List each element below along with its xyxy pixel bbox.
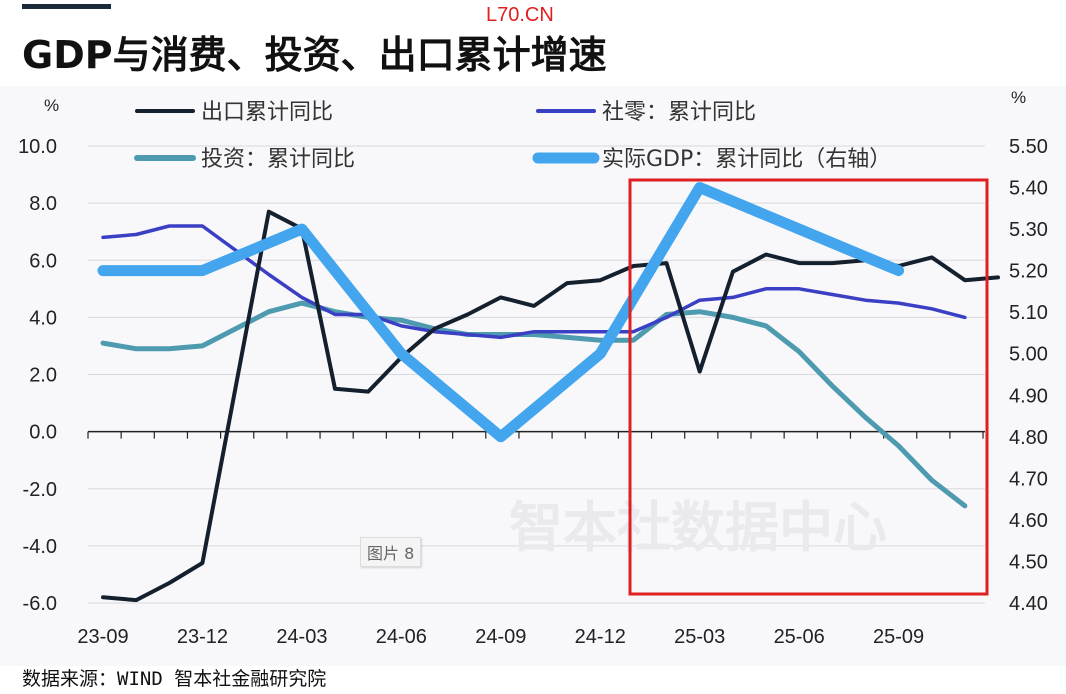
series-line-gdp (97, 182, 905, 443)
x-tick-label: 25-06 (774, 626, 825, 648)
right-tick-label: 4.40 (1009, 593, 1048, 615)
chart-title: GDP与消费、投资、出口累计增速 (22, 33, 607, 77)
left-axis-unit: % (44, 96, 59, 115)
x-tick-label: 23-09 (77, 626, 128, 648)
legend-label: 投资：累计同比 (201, 147, 355, 172)
left-tick-label: -6.0 (23, 593, 57, 615)
right-tick-label: 4.50 (1009, 551, 1048, 573)
x-tick-label: 24-03 (276, 626, 327, 648)
highlight-box (628, 178, 989, 596)
chart-background (0, 86, 1066, 666)
legend-label: 实际GDP：累计同比（右轴） (602, 147, 891, 172)
x-tick-label: 24-09 (475, 626, 526, 648)
left-tick-label: 6.0 (29, 250, 57, 272)
right-tick-label: 4.70 (1009, 468, 1048, 490)
right-tick-label: 5.30 (1009, 219, 1048, 241)
left-tick-label: 2.0 (29, 365, 57, 387)
left-tick-label: 8.0 (29, 193, 57, 215)
x-tick-label: 25-09 (873, 626, 924, 648)
series-line-retail (101, 224, 967, 340)
legend-label: 出口累计同比 (201, 100, 333, 125)
x-tick-label: 23-12 (177, 626, 228, 648)
right-tick-label: 5.40 (1009, 178, 1048, 200)
right-tick-label: 5.50 (1009, 136, 1048, 158)
x-tick-label: 24-12 (575, 626, 626, 648)
left-tick-label: 4.0 (29, 307, 57, 329)
left-tick-label: -2.0 (23, 479, 57, 501)
right-tick-label: 5.20 (1009, 261, 1048, 283)
picture-label: 图片 8 (360, 537, 422, 567)
series-line-invest (100, 300, 968, 509)
x-axis: 23-09 23-12 24-03 24-06 24-09 24-12 25-03 25-06… (77, 430, 985, 648)
left-tick-label: 10.0 (18, 136, 57, 158)
legend-label: 社零：累计同比 (602, 100, 756, 125)
source-note: 数据来源：WIND 智本社金融研究院 (22, 668, 327, 690)
series-line-export (101, 209, 1000, 603)
left-tick-label: 0.0 (29, 422, 57, 444)
center-watermark: 智本社数据中心 (509, 496, 887, 559)
left-tick-label: -4.0 (23, 536, 57, 558)
top-accent-bar (22, 4, 111, 9)
x-tick-label: 25-03 (674, 626, 725, 648)
right-axis-unit: % (1011, 88, 1026, 107)
right-tick-label: 4.60 (1009, 510, 1048, 532)
right-axis-ticks: 5.50 5.40 5.30 5.20 5.10 5.00 4.90 4.80 4.70 4.60… (1009, 136, 1048, 615)
right-tick-label: 5.00 (1009, 344, 1048, 366)
right-tick-label: 5.10 (1009, 302, 1048, 324)
right-tick-label: 4.80 (1009, 427, 1048, 449)
series-group (97, 182, 1000, 603)
x-tick-label: 24-06 (376, 626, 427, 648)
right-tick-label: 4.90 (1009, 385, 1048, 407)
site-watermark: L70.CN (486, 4, 554, 26)
left-axis-ticks: 10.0 8.0 6.0 4.0 2.0 0.0 -2.0 -4.0 -6.0 (18, 136, 57, 615)
